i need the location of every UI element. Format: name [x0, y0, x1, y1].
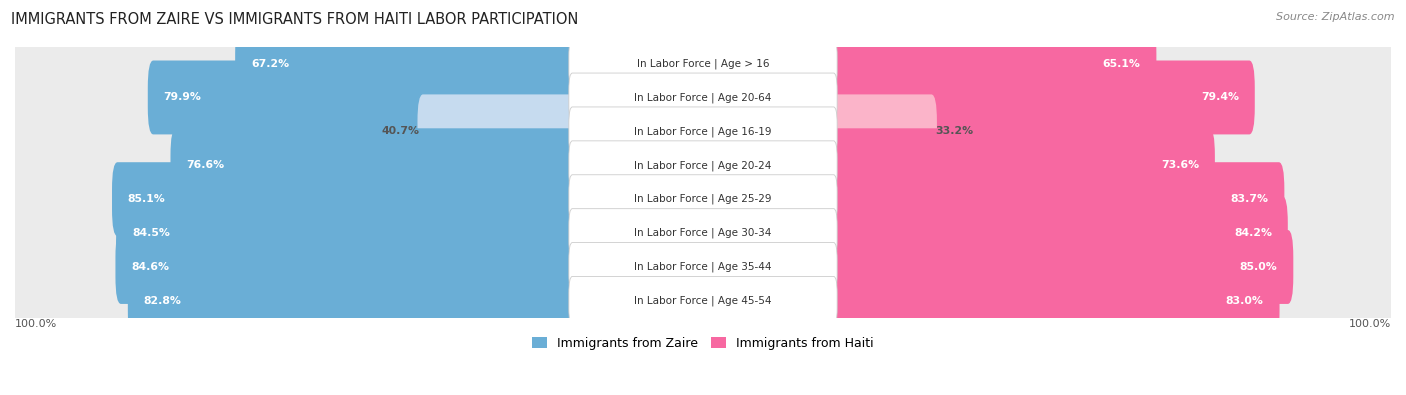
Text: 82.8%: 82.8% — [143, 296, 181, 306]
FancyBboxPatch shape — [13, 122, 1393, 208]
Text: 40.7%: 40.7% — [381, 126, 419, 136]
Text: In Labor Force | Age > 16: In Labor Force | Age > 16 — [637, 58, 769, 69]
FancyBboxPatch shape — [569, 276, 837, 325]
FancyBboxPatch shape — [569, 73, 837, 122]
FancyBboxPatch shape — [569, 175, 837, 224]
FancyBboxPatch shape — [569, 39, 837, 88]
Text: 79.4%: 79.4% — [1201, 92, 1239, 102]
Text: 67.2%: 67.2% — [252, 58, 290, 69]
FancyBboxPatch shape — [697, 60, 1254, 134]
FancyBboxPatch shape — [13, 258, 1393, 344]
Text: 100.0%: 100.0% — [1348, 318, 1391, 329]
FancyBboxPatch shape — [235, 26, 709, 100]
Legend: Immigrants from Zaire, Immigrants from Haiti: Immigrants from Zaire, Immigrants from H… — [527, 332, 879, 355]
Text: In Labor Force | Age 30-34: In Labor Force | Age 30-34 — [634, 228, 772, 238]
Text: 83.7%: 83.7% — [1230, 194, 1268, 204]
FancyBboxPatch shape — [13, 55, 1393, 140]
FancyBboxPatch shape — [569, 243, 837, 292]
FancyBboxPatch shape — [112, 162, 709, 236]
Text: 76.6%: 76.6% — [187, 160, 225, 170]
Text: 33.2%: 33.2% — [935, 126, 973, 136]
Text: In Labor Force | Age 45-54: In Labor Force | Age 45-54 — [634, 295, 772, 306]
FancyBboxPatch shape — [13, 88, 1393, 174]
Text: In Labor Force | Age 20-64: In Labor Force | Age 20-64 — [634, 92, 772, 103]
FancyBboxPatch shape — [13, 21, 1393, 106]
FancyBboxPatch shape — [697, 196, 1288, 270]
FancyBboxPatch shape — [13, 156, 1393, 242]
FancyBboxPatch shape — [697, 162, 1284, 236]
FancyBboxPatch shape — [569, 141, 837, 190]
Text: IMMIGRANTS FROM ZAIRE VS IMMIGRANTS FROM HAITI LABOR PARTICIPATION: IMMIGRANTS FROM ZAIRE VS IMMIGRANTS FROM… — [11, 12, 579, 27]
Text: In Labor Force | Age 20-24: In Labor Force | Age 20-24 — [634, 160, 772, 171]
FancyBboxPatch shape — [697, 94, 936, 168]
FancyBboxPatch shape — [117, 196, 709, 270]
Text: 84.5%: 84.5% — [132, 228, 170, 238]
FancyBboxPatch shape — [13, 224, 1393, 310]
FancyBboxPatch shape — [697, 230, 1294, 304]
Text: In Labor Force | Age 25-29: In Labor Force | Age 25-29 — [634, 194, 772, 205]
Text: 85.0%: 85.0% — [1240, 262, 1278, 272]
Text: 79.9%: 79.9% — [163, 92, 201, 102]
Text: 84.2%: 84.2% — [1234, 228, 1272, 238]
FancyBboxPatch shape — [697, 26, 1156, 100]
FancyBboxPatch shape — [418, 94, 709, 168]
FancyBboxPatch shape — [569, 107, 837, 156]
FancyBboxPatch shape — [697, 128, 1215, 202]
FancyBboxPatch shape — [128, 264, 709, 338]
FancyBboxPatch shape — [697, 264, 1279, 338]
Text: Source: ZipAtlas.com: Source: ZipAtlas.com — [1277, 12, 1395, 22]
Text: 65.1%: 65.1% — [1102, 58, 1140, 69]
Text: 84.6%: 84.6% — [131, 262, 169, 272]
Text: In Labor Force | Age 35-44: In Labor Force | Age 35-44 — [634, 262, 772, 272]
Text: 73.6%: 73.6% — [1161, 160, 1199, 170]
FancyBboxPatch shape — [569, 209, 837, 258]
FancyBboxPatch shape — [115, 230, 709, 304]
Text: 83.0%: 83.0% — [1226, 296, 1264, 306]
Text: 100.0%: 100.0% — [15, 318, 58, 329]
Text: In Labor Force | Age 16-19: In Labor Force | Age 16-19 — [634, 126, 772, 137]
Text: 85.1%: 85.1% — [128, 194, 166, 204]
FancyBboxPatch shape — [148, 60, 709, 134]
FancyBboxPatch shape — [13, 190, 1393, 276]
FancyBboxPatch shape — [170, 128, 709, 202]
